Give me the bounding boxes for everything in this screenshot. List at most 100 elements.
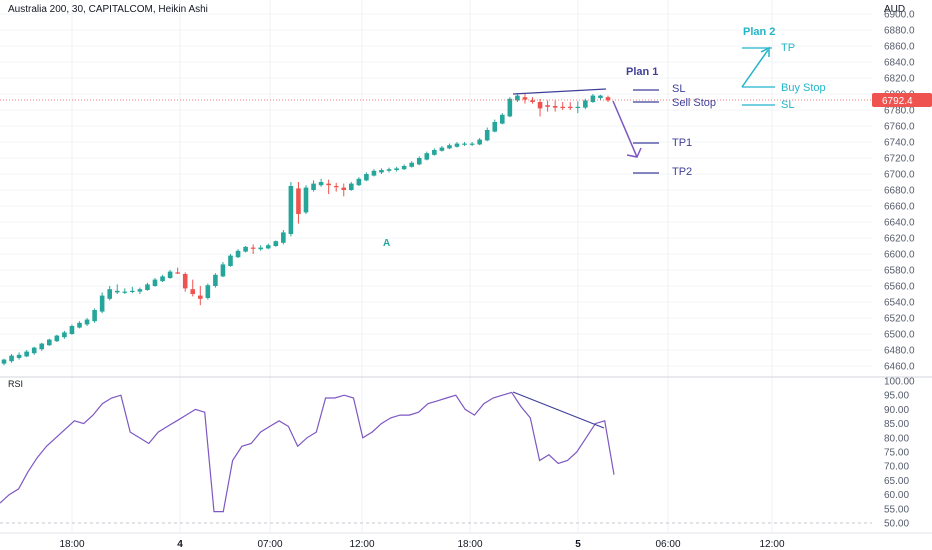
candle-body — [152, 279, 158, 286]
time-axis: 18:00 4 07:00 12:00 18:00 5 06:00 12:00 — [59, 539, 784, 550]
candle-body — [371, 170, 377, 176]
plan2-arrow — [741, 49, 769, 88]
candle-body — [220, 264, 226, 277]
candle-body — [394, 168, 399, 170]
plan2-title: Plan 2 — [743, 26, 775, 38]
candle-body — [605, 97, 611, 101]
candle-body — [311, 183, 316, 190]
candle-body — [288, 186, 294, 234]
candle-body — [175, 272, 180, 274]
chart-title: Australia 200, 30, CAPITALCOM, Heikin As… — [8, 4, 208, 15]
candle-body — [1, 359, 7, 364]
candle-body — [364, 174, 369, 181]
candle-body — [24, 351, 29, 357]
candle-body — [326, 183, 331, 186]
price-tick-label: 6820.0 — [884, 74, 915, 85]
rsi-tick-label: 90.00 — [884, 405, 909, 416]
candle-body — [530, 100, 535, 102]
plan2-sl-label: SL — [781, 99, 794, 111]
price-tick-label: 6720.0 — [884, 154, 915, 165]
candle-body — [273, 241, 279, 246]
rsi-tick-label: 95.00 — [884, 391, 909, 402]
candle-body — [99, 295, 105, 312]
price-tick-label: 6500.0 — [884, 330, 915, 341]
candle-body — [84, 319, 90, 325]
rsi-tick-label: 65.00 — [884, 476, 909, 487]
candle-body — [432, 150, 437, 155]
candle-body — [454, 143, 460, 147]
candle-body — [198, 295, 203, 299]
candle-body — [552, 106, 558, 108]
plan1-tp2-label: TP2 — [672, 166, 692, 178]
candle-body — [469, 143, 475, 145]
candle-body — [477, 139, 482, 145]
candle-body — [16, 354, 22, 358]
candle-body — [492, 122, 498, 132]
candle-body — [228, 255, 233, 266]
plan1-sl-label: SL — [672, 83, 685, 95]
price-tick-label: 6620.0 — [884, 234, 915, 245]
last-price-value: 6792.4 — [882, 96, 913, 107]
candle-body — [424, 153, 430, 160]
rsi-tick-label: 85.00 — [884, 419, 909, 430]
candle-body — [69, 326, 75, 334]
candle-body — [160, 276, 165, 282]
candle-body — [567, 106, 573, 108]
candle-body — [182, 274, 188, 289]
candle-body — [107, 289, 112, 299]
time-tick-label: 4 — [177, 539, 183, 550]
candle-body — [47, 339, 52, 346]
candle-body — [537, 102, 543, 109]
plan1-tp1-label: TP1 — [672, 137, 692, 149]
candle-body — [515, 95, 520, 101]
rsi-tick-label: 60.00 — [884, 490, 909, 501]
candle-body — [235, 250, 241, 258]
price-tick-label: 6740.0 — [884, 138, 915, 149]
candle-body — [122, 291, 128, 293]
candle-body — [484, 130, 490, 141]
time-tick-label: 12:00 — [349, 539, 374, 550]
candle-body — [545, 105, 550, 107]
time-tick-label: 06:00 — [655, 539, 680, 550]
price-tick-label: 6600.0 — [884, 250, 915, 261]
rsi-tick-label: 75.00 — [884, 448, 909, 459]
candle-body — [583, 100, 588, 108]
candle-body — [401, 166, 407, 170]
candle-body — [54, 335, 60, 342]
candle-body — [590, 95, 596, 102]
candle-body — [213, 274, 218, 286]
candle-body — [507, 98, 513, 117]
candle-body — [137, 289, 143, 292]
candle-body — [243, 246, 248, 252]
candle-body — [439, 147, 445, 151]
candle-body — [303, 187, 309, 213]
rsi-tick-label: 80.00 — [884, 433, 909, 444]
candle-body — [296, 188, 301, 214]
price-tick-label: 6680.0 — [884, 186, 915, 197]
candle-body — [39, 343, 45, 350]
rsi-tick-label: 100.00 — [884, 377, 915, 388]
candle-body — [409, 162, 414, 167]
candle-body — [318, 182, 324, 186]
rsi-axis: 100.00 95.00 90.00 85.00 80.00 75.00 70.00 65.0… — [0, 377, 915, 530]
rsi-series — [0, 391, 615, 513]
candle-body — [258, 247, 263, 250]
time-tick-label: 5 — [575, 539, 581, 550]
plan2-entry-label: Buy Stop — [781, 82, 826, 94]
price-tick-label: 6780.0 — [884, 106, 915, 117]
candle-body — [349, 183, 354, 190]
rsi-divergence-line — [512, 391, 605, 429]
price-tick-label: 6540.0 — [884, 298, 915, 309]
rsi-label: RSI — [8, 379, 23, 389]
candle-body — [250, 247, 256, 249]
candle-body — [386, 169, 392, 171]
price-tick-label: 6900.0 — [884, 10, 915, 21]
price-tick-label: 6480.0 — [884, 346, 915, 357]
rsi-tick-label: 55.00 — [884, 504, 909, 515]
annotation-a: A — [383, 238, 390, 249]
price-tick-label: 6660.0 — [884, 202, 915, 213]
candle-body — [190, 289, 196, 294]
candle-body — [462, 143, 467, 145]
candle-body — [92, 310, 97, 322]
price-tick-label: 6860.0 — [884, 42, 915, 53]
